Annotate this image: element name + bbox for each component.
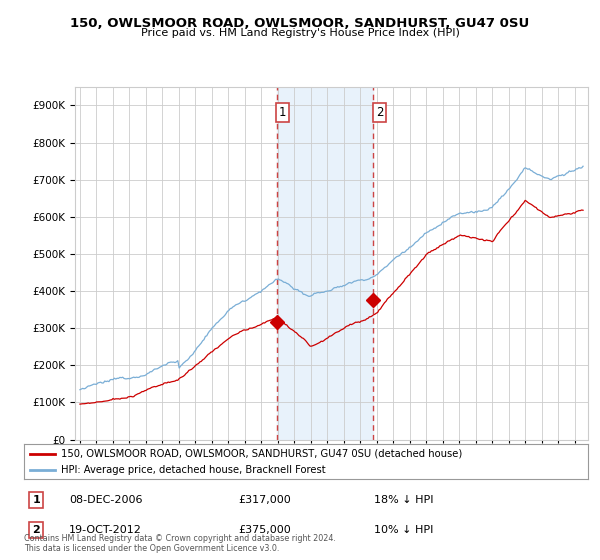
Text: Price paid vs. HM Land Registry's House Price Index (HPI): Price paid vs. HM Land Registry's House …	[140, 28, 460, 38]
Text: 18% ↓ HPI: 18% ↓ HPI	[374, 494, 433, 505]
Text: 1: 1	[279, 106, 287, 119]
Text: 08-DEC-2006: 08-DEC-2006	[69, 494, 143, 505]
Text: 2: 2	[376, 106, 383, 119]
Text: £317,000: £317,000	[238, 494, 291, 505]
Bar	[277, 87, 373, 440]
Text: £375,000: £375,000	[238, 525, 291, 535]
Text: 2: 2	[32, 525, 40, 535]
Text: 150, OWLSMOOR ROAD, OWLSMOOR, SANDHURST, GU47 0SU (detached house): 150, OWLSMOOR ROAD, OWLSMOOR, SANDHURST,…	[61, 449, 462, 459]
Text: HPI: Average price, detached house, Bracknell Forest: HPI: Average price, detached house, Brac…	[61, 465, 325, 475]
Text: 1: 1	[32, 494, 40, 505]
Text: 10% ↓ HPI: 10% ↓ HPI	[374, 525, 433, 535]
Text: 150, OWLSMOOR ROAD, OWLSMOOR, SANDHURST, GU47 0SU: 150, OWLSMOOR ROAD, OWLSMOOR, SANDHURST,…	[70, 17, 530, 30]
Text: 19-OCT-2012: 19-OCT-2012	[69, 525, 142, 535]
Text: Contains HM Land Registry data © Crown copyright and database right 2024.
This d: Contains HM Land Registry data © Crown c…	[24, 534, 336, 553]
